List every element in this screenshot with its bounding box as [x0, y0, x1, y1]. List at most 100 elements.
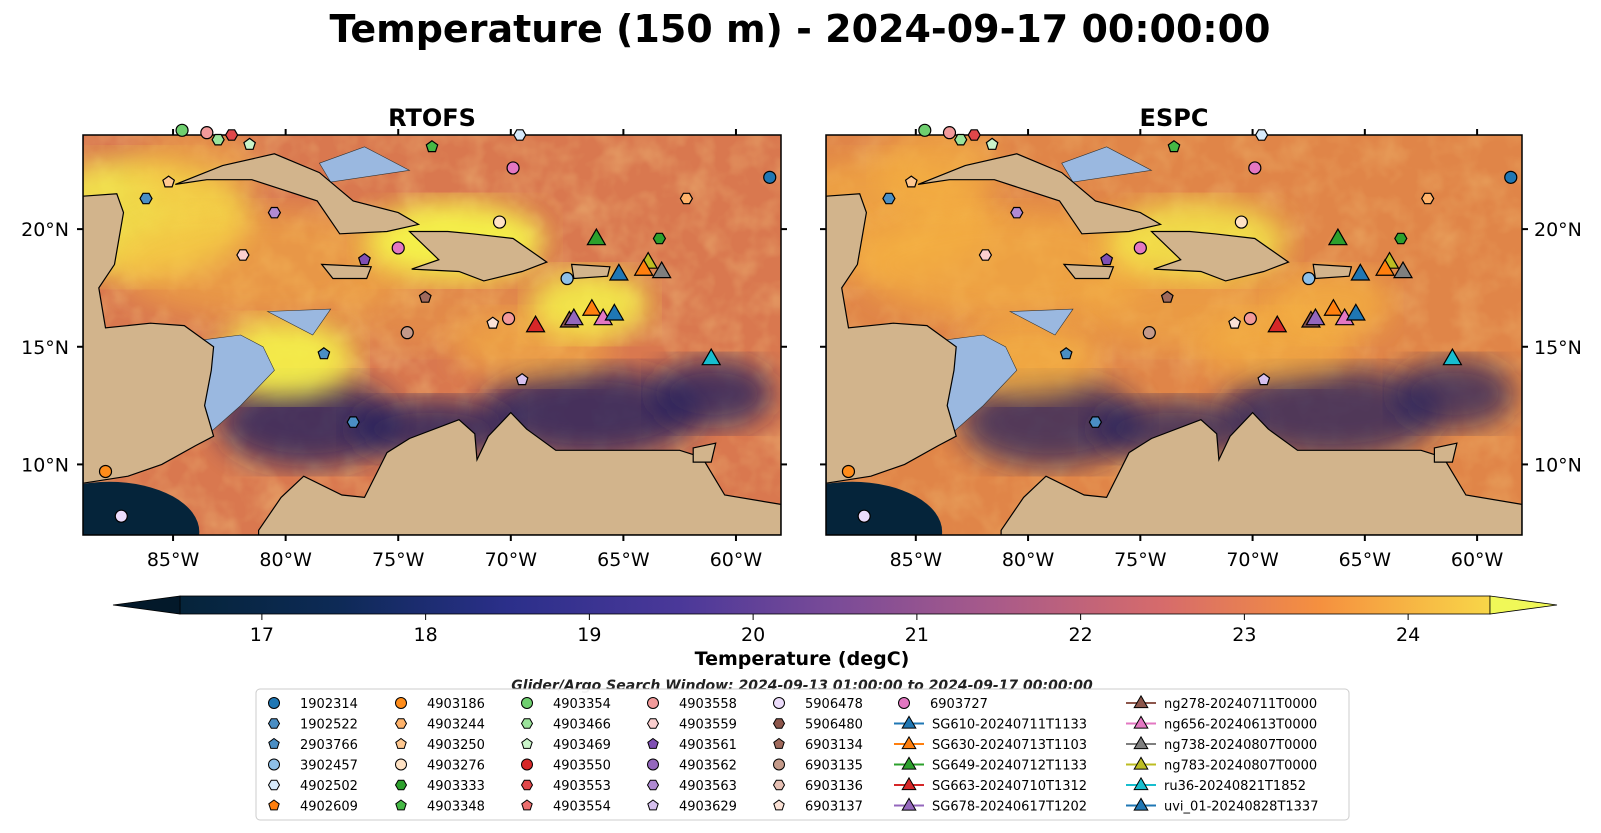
legend-symbol: [521, 697, 533, 709]
argo-marker-6903727: [1133, 241, 1147, 255]
lon-label: 85°W: [890, 549, 943, 571]
legend-item: SG663-20240710T1312: [894, 776, 1087, 794]
land-2: [1062, 263, 1115, 280]
land-5: [258, 411, 781, 535]
land-0: [826, 193, 957, 484]
legend-symbol: [1133, 756, 1149, 770]
lat-label: 10°N: [1534, 454, 1582, 476]
glider-marker-ru36-20240821T1852: [701, 347, 722, 366]
lat-label: 15°N: [1534, 337, 1582, 359]
argo-marker-1902314: [763, 170, 777, 184]
legend-label: 4902609: [300, 800, 358, 815]
colorbar-tick-label: 22: [1069, 624, 1093, 646]
legend-item: 4903554: [521, 799, 611, 815]
legend-symbol: [267, 779, 281, 791]
panel-title-espc: ESPC: [1140, 104, 1209, 132]
land-4: [1312, 263, 1353, 280]
legend-symbol: [901, 756, 917, 770]
legend-label: 4903276: [427, 759, 485, 774]
glider-marker-SG630-20240713T1103: [633, 258, 654, 276]
land-1: [175, 153, 421, 235]
argo-marker-4903354: [918, 123, 932, 137]
legend-label: 6903136: [805, 779, 863, 794]
legend-label: 4903354: [553, 697, 611, 712]
legend-symbol: [646, 779, 660, 791]
legend-item: 4903550: [521, 758, 611, 774]
cold-anomaly-2: [1394, 358, 1515, 429]
legend: 1902314 1902522 2903766 3902457 4902502 49026…: [255, 688, 1350, 821]
legend-symbol: [1133, 797, 1149, 811]
legend-item: 6903727: [898, 697, 988, 712]
colorbar-bar: [179, 595, 1491, 615]
argo-marker-1902314: [1504, 170, 1518, 184]
observations: [841, 123, 1518, 523]
lon-label: 85°W: [147, 549, 200, 571]
argo-marker-4902502: [513, 129, 527, 141]
argo-marker-6903137: [1228, 316, 1242, 329]
argo-marker-4903186: [841, 464, 856, 479]
land-6: [692, 442, 717, 463]
legend-item: 4903276: [395, 758, 485, 774]
legend-label: 4903558: [679, 697, 737, 712]
argo-marker-4903553: [224, 129, 239, 141]
argo-marker-6903135: [1142, 326, 1156, 340]
legend-symbol: [394, 779, 408, 791]
legend-label: ng656-20240613T0000: [1164, 718, 1317, 733]
glider-marker-SG610-20240711T1133: [604, 303, 625, 321]
legend-symbol: [394, 718, 408, 729]
argo-marker-1902522: [346, 416, 360, 428]
argo-marker-4903354: [175, 123, 189, 137]
colorbar-tick-label: 19: [577, 624, 601, 646]
glider-marker-SG663-20240710T1312: [1267, 314, 1288, 333]
glider-marker-uvi_01-20240828T1337: [1350, 263, 1371, 281]
argo-marker-1902522: [1088, 416, 1103, 428]
argo-marker-1902522: [882, 192, 896, 205]
argo-marker-4903558: [942, 126, 957, 140]
argo-marker-4903250: [162, 175, 176, 188]
legend-item: 4903186: [395, 697, 485, 712]
figure-title: Temperature (150 m) - 2024-09-17 00:00:0…: [329, 7, 1270, 51]
argo-marker-6903135: [400, 326, 414, 340]
colorbar-tick-label: 17: [250, 624, 274, 646]
legend-symbol: [901, 715, 917, 729]
legend-label: 4903562: [679, 759, 737, 774]
legend-symbol: [647, 737, 659, 749]
glider-marker-uvi_01-20240828T1337: [608, 263, 629, 281]
legend-symbol: [268, 799, 280, 811]
argo-marker-1902522: [139, 192, 153, 205]
lon-label: 70°W: [1226, 549, 1279, 571]
argo-marker-6903727: [391, 241, 405, 255]
legend-symbol: [268, 758, 280, 771]
legend-item: 6903136: [772, 779, 863, 794]
land-3: [1150, 230, 1290, 282]
lat-label: 20°N: [1534, 219, 1582, 241]
cold-anomaly-2: [653, 358, 774, 429]
map-frame-rtofs: [82, 134, 782, 536]
glider-marker-SG649-20240712T1133: [586, 227, 607, 246]
glider-marker-SG610-20240711T1133: [1345, 303, 1366, 321]
argo-marker-6903134: [418, 290, 432, 303]
legend-label: 1902522: [300, 718, 358, 733]
legend-label: 4903348: [427, 800, 485, 815]
argo-marker-4903333: [652, 232, 667, 245]
colorbar-tick-label: 23: [1232, 624, 1256, 646]
legend-label: uvi_01-20240828T1337: [1164, 800, 1318, 815]
legend-symbol: [395, 758, 407, 771]
lon-label: 65°W: [597, 549, 650, 571]
legend-item: SG630-20240713T1103: [894, 735, 1087, 753]
glider-marker-SG678-20240617T1202: [563, 307, 584, 326]
legend-item: ru36-20240821T1852: [1126, 776, 1306, 794]
argo-marker-5906478: [114, 509, 128, 523]
lon-label: 75°W: [372, 549, 425, 571]
legend-symbol: [773, 737, 785, 749]
warm-anomaly-6: [135, 135, 256, 216]
legend-label: 4903333: [427, 779, 485, 794]
legend-symbol: [395, 799, 407, 811]
legend-item: 4903466: [520, 718, 611, 733]
legend-item: 6903135: [773, 758, 863, 774]
colorbar-extend-high: [1489, 595, 1558, 615]
legend-item: SG678-20240617T1202: [894, 797, 1087, 815]
legend-symbol: [647, 697, 659, 709]
legend-item: 4903553: [520, 779, 611, 794]
argo-marker-4903563: [1010, 206, 1024, 219]
